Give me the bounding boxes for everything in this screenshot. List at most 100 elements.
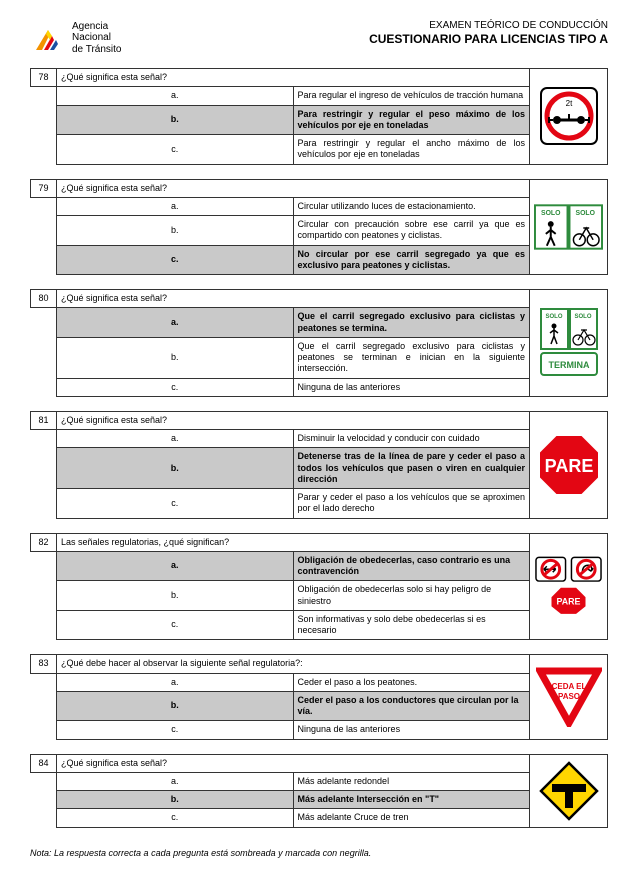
agency-line2: Nacional <box>72 32 121 44</box>
question-text: ¿Qué significa esta señal? <box>57 69 530 87</box>
spacer-cell <box>31 489 57 519</box>
option-text: Parar y ceder el paso a los vehículos qu… <box>293 489 530 519</box>
title-line1: EXAMEN TEÓRICO DE CONDUCCIÓN <box>369 20 608 32</box>
option-text: Para regular el ingreso de vehículos de … <box>293 87 530 105</box>
question-table: 84¿Qué significa esta señal? a.Más adela… <box>30 754 608 828</box>
svg-text:SOLO: SOLO <box>576 210 596 217</box>
svg-text:PARE: PARE <box>544 456 593 476</box>
question-text: ¿Qué significa esta señal? <box>57 754 530 772</box>
question-block: 81¿Qué significa esta señal? PARE a.Dism… <box>30 411 608 519</box>
question-block: 82Las señales regulatorias, ¿qué signifi… <box>30 533 608 641</box>
option-text: Que el carril segregado exclusivo para c… <box>293 308 530 338</box>
svg-text:PARE: PARE <box>557 597 581 607</box>
question-text: ¿Qué significa esta señal? <box>57 179 530 197</box>
option-text: Son informativas y solo debe obedecerlas… <box>293 610 530 640</box>
option-text: Más adelante Intersección en "T" <box>293 791 530 809</box>
option-letter: b. <box>57 337 294 378</box>
spacer-cell <box>31 791 57 809</box>
question-block: 84¿Qué significa esta señal? a.Más adela… <box>30 754 608 828</box>
spacer-cell <box>31 135 57 165</box>
question-block: 78¿Qué significa esta señal? 2t a.Para r… <box>30 68 608 165</box>
question-table: 79¿Qué significa esta señal? SOLO SOLO a… <box>30 179 608 276</box>
option-text: Circular utilizando luces de estacionami… <box>293 197 530 215</box>
agency-line1: Agencia <box>72 21 121 33</box>
option-letter: a. <box>57 430 294 448</box>
option-letter: c. <box>57 610 294 640</box>
option-letter: a. <box>57 673 294 691</box>
option-letter: a. <box>57 87 294 105</box>
option-text: Detenerse tras de la línea de pare y ced… <box>293 448 530 489</box>
question-number: 82 <box>31 533 57 551</box>
sign-cell <box>530 754 608 827</box>
option-letter: a. <box>57 197 294 215</box>
spacer-cell <box>31 197 57 215</box>
agency-line3: de Tránsito <box>72 44 121 56</box>
spacer-cell <box>31 378 57 396</box>
questions-container: 78¿Qué significa esta señal? 2t a.Para r… <box>30 68 608 828</box>
spacer-cell <box>31 610 57 640</box>
option-text: Ninguna de las anteriores <box>293 378 530 396</box>
option-letter: b. <box>57 448 294 489</box>
option-text: Para restringir y regular el peso máximo… <box>293 105 530 135</box>
logo-icon <box>30 20 66 56</box>
spacer-cell <box>31 551 57 581</box>
sign-cell: PARE <box>530 533 608 640</box>
page-title: EXAMEN TEÓRICO DE CONDUCCIÓN CUESTIONARI… <box>369 20 608 46</box>
sign-cell: SOLO SOLO <box>530 179 608 275</box>
option-letter: c. <box>57 721 294 739</box>
option-letter: c. <box>57 245 294 275</box>
question-number: 80 <box>31 290 57 308</box>
spacer-cell <box>31 581 57 611</box>
option-text: Obligación de obedecerlas, caso contrari… <box>293 551 530 581</box>
question-table: 82Las señales regulatorias, ¿qué signifi… <box>30 533 608 641</box>
spacer-cell <box>31 308 57 338</box>
title-line2: CUESTIONARIO PARA LICENCIAS TIPO A <box>369 32 608 46</box>
spacer-cell <box>31 809 57 827</box>
spacer-cell <box>31 691 57 721</box>
spacer-cell <box>31 772 57 790</box>
option-text: Circular con precaución sobre ese carril… <box>293 216 530 246</box>
spacer-cell <box>31 87 57 105</box>
option-letter: c. <box>57 809 294 827</box>
option-letter: b. <box>57 105 294 135</box>
question-text: ¿Qué debe hacer al observar la siguiente… <box>57 655 530 673</box>
option-text: Más adelante redondel <box>293 772 530 790</box>
spacer-cell <box>31 245 57 275</box>
page-header: Agencia Nacional de Tránsito EXAMEN TEÓR… <box>30 20 608 56</box>
spacer-cell <box>31 337 57 378</box>
option-letter: c. <box>57 135 294 165</box>
sign-icon: CEDA EL PASO <box>534 667 603 727</box>
svg-text:PASO: PASO <box>557 692 579 701</box>
spacer-cell <box>31 216 57 246</box>
question-table: 81¿Qué significa esta señal? PARE a.Dism… <box>30 411 608 519</box>
question-text: ¿Qué significa esta señal? <box>57 290 530 308</box>
sign-cell: 2t <box>530 69 608 165</box>
sign-icon: SOLO SOLO TERMINA <box>534 308 603 378</box>
option-text: Para restringir y regular el ancho máxim… <box>293 135 530 165</box>
option-letter: c. <box>57 489 294 519</box>
question-table: 83¿Qué debe hacer al observar la siguien… <box>30 654 608 739</box>
question-text: Las señales regulatorias, ¿qué significa… <box>57 533 530 551</box>
sign-icon: SOLO SOLO <box>534 204 603 250</box>
option-text: Disminuir la velocidad y conducir con cu… <box>293 430 530 448</box>
option-letter: c. <box>57 378 294 396</box>
agency-logo: Agencia Nacional de Tránsito <box>30 20 121 56</box>
svg-text:SOLO: SOLO <box>574 314 591 320</box>
question-number: 83 <box>31 655 57 673</box>
question-block: 79¿Qué significa esta señal? SOLO SOLO a… <box>30 179 608 276</box>
sign-icon: 2t <box>534 86 603 146</box>
sign-icon <box>534 760 603 822</box>
sign-icon: PARE <box>534 555 603 617</box>
question-number: 78 <box>31 69 57 87</box>
svg-text:CEDA EL: CEDA EL <box>551 682 586 691</box>
sign-cell: PARE <box>530 411 608 518</box>
spacer-cell <box>31 105 57 135</box>
option-letter: b. <box>57 581 294 611</box>
question-table: 80¿Qué significa esta señal? SOLO SOLO T… <box>30 289 608 397</box>
svg-text:SOLO: SOLO <box>545 314 562 320</box>
option-letter: a. <box>57 551 294 581</box>
question-text: ¿Qué significa esta señal? <box>57 411 530 429</box>
option-text: Ceder el paso a los conductores que circ… <box>293 691 530 721</box>
option-letter: b. <box>57 691 294 721</box>
option-letter: b. <box>57 216 294 246</box>
